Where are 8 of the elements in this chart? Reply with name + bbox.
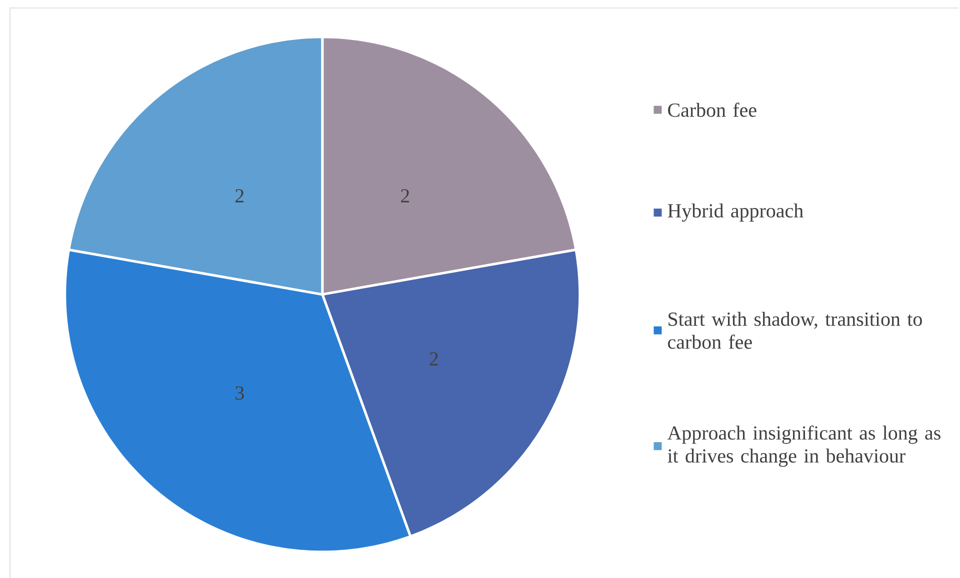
data-label: 2 bbox=[401, 189, 410, 202]
legend-label: Carbon fee bbox=[668, 102, 756, 117]
legend-label: Hybrid approach bbox=[668, 203, 804, 222]
data-label: 3 bbox=[236, 386, 244, 400]
legend-label: Approach insignificant as long as it drives change in behaviour bbox=[667, 425, 940, 467]
data-label: 2 bbox=[430, 352, 438, 366]
data-label: 2 bbox=[236, 189, 244, 202]
legend-label: Start with shadow, transition to carbon fee bbox=[668, 312, 922, 349]
